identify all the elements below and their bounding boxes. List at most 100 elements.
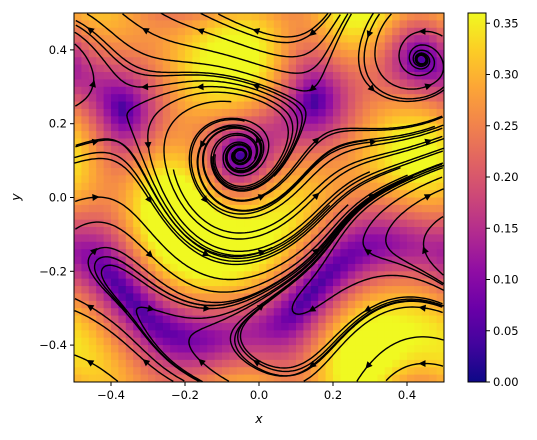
y-tick-label: 0.0 [49, 191, 67, 205]
heatmap-cell [244, 20, 253, 29]
heatmap-cell [74, 64, 82, 73]
heatmap-cell [421, 337, 430, 346]
heatmap-cell [333, 175, 341, 184]
heatmap-cell [392, 101, 401, 110]
heatmap-cell [103, 167, 112, 176]
heatmap-cell [303, 108, 312, 117]
heatmap-cell [103, 241, 112, 250]
heatmap-cell [229, 86, 238, 95]
heatmap-cell [355, 352, 364, 361]
heatmap-cell [96, 212, 105, 221]
heatmap-cell [429, 57, 438, 66]
heatmap-cell [288, 352, 297, 361]
heatmap-cell [377, 204, 386, 213]
heatmap-cell [111, 27, 119, 36]
heatmap-cell [111, 131, 119, 140]
heatmap-cell [370, 13, 378, 21]
heatmap-cell [118, 256, 127, 265]
heatmap-cell [333, 322, 341, 331]
streamline-arrow [141, 28, 150, 35]
heatmap-cell [384, 337, 393, 346]
heatmap-cell [214, 86, 223, 95]
heatmap-cell [177, 72, 186, 81]
heatmap-cell [170, 160, 179, 169]
x-axis: −0.4 −0.2 0.0 0.2 0.4 [97, 382, 416, 402]
heatmap-cell [236, 278, 245, 287]
heatmap-cell [96, 352, 105, 361]
heatmap-cell [421, 123, 430, 132]
heatmap-cell [96, 286, 105, 295]
heatmap-cell [118, 367, 127, 376]
heatmap-cell [303, 278, 312, 287]
heatmap-cell [421, 182, 430, 191]
heatmap-cell [303, 227, 312, 235]
heatmap-cell [310, 72, 319, 81]
heatmap-cell [407, 249, 415, 258]
heatmap-cell [377, 116, 386, 125]
heatmap-cell [229, 94, 238, 103]
heatmap-cell [111, 175, 119, 184]
streamlines [74, 13, 444, 382]
heatmap-cell [288, 13, 297, 21]
heatmap-cell [436, 227, 444, 235]
heatmap-cell [177, 293, 186, 302]
heatmap-cell [414, 79, 423, 88]
heatmap-cell [296, 123, 304, 132]
heatmap-cell [399, 286, 408, 295]
heatmap-cell [103, 315, 112, 324]
heatmap-cell [155, 241, 164, 250]
heatmap-cell [199, 42, 208, 51]
heatmap-cell [133, 263, 142, 272]
heatmap-cell [192, 234, 201, 243]
streamline-arrow [366, 30, 374, 38]
heatmap-cell [347, 72, 356, 81]
heatmap-cell [199, 352, 208, 361]
heatmap-cell [148, 315, 156, 324]
heatmap-cell [436, 79, 444, 88]
heatmap-cell [340, 300, 349, 309]
heatmap-cell [133, 72, 142, 81]
heatmap-cell [392, 263, 401, 272]
heatmap-cell [103, 20, 112, 29]
heatmap-cell [111, 138, 119, 147]
heatmap-cell [340, 64, 349, 73]
heatmap-cell [155, 13, 164, 21]
heatmap-cell [296, 57, 304, 66]
heatmap-cell [303, 116, 312, 125]
heatmap-cell [222, 167, 230, 176]
heatmap-cell [118, 57, 127, 66]
heatmap-cell [170, 35, 179, 44]
heatmap-cell [281, 72, 290, 81]
heatmap-cell [140, 212, 149, 221]
heatmap-cell [399, 79, 408, 88]
heatmap-cell [111, 263, 119, 272]
streamline-arrow [424, 138, 433, 146]
heatmap-cell [392, 190, 401, 199]
heatmap-cell [81, 101, 90, 110]
heatmap-cell [214, 212, 223, 221]
heatmap-cell [207, 367, 216, 376]
heatmap-cell [407, 300, 415, 309]
heatmap-cell [88, 167, 97, 176]
heatmap-cell [303, 42, 312, 51]
heatmap-cell [244, 138, 253, 147]
heatmap-cell [88, 35, 97, 44]
heatmap-cell [170, 278, 179, 287]
heatmap-cell [296, 101, 304, 110]
heatmap-cell [347, 315, 356, 324]
heatmap-cell [429, 308, 438, 317]
heatmap-cell [259, 345, 267, 354]
heatmap-cell [81, 197, 90, 206]
heatmap-cell [88, 145, 97, 154]
heatmap-cell [222, 79, 230, 88]
heatmap-cell [384, 352, 393, 361]
heatmap-cell [421, 293, 430, 302]
heatmap-cell [347, 79, 356, 88]
heatmap-cell [281, 79, 290, 88]
heatmap-cell [229, 197, 238, 206]
heatmap-cell [96, 72, 105, 81]
heatmap-cell [148, 337, 156, 346]
heatmap-cell [222, 197, 230, 206]
heatmap-cell [429, 256, 438, 265]
heatmap-cell [362, 204, 371, 213]
